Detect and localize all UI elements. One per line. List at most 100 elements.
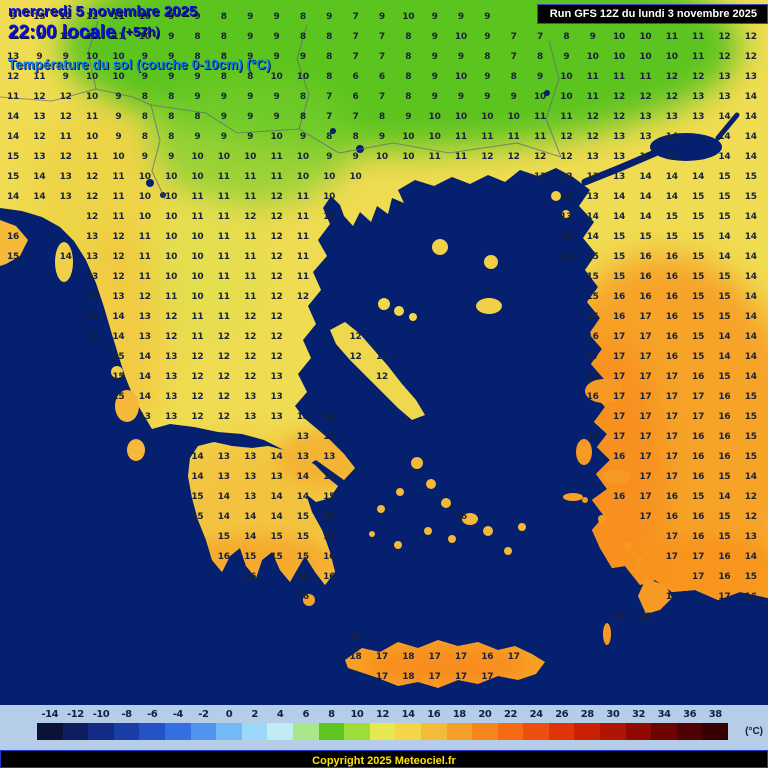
temp-value: 10 <box>296 152 309 162</box>
temp-value: 9 <box>115 132 122 142</box>
legend-color-swatch <box>267 723 293 740</box>
temp-value: 17 <box>665 452 678 462</box>
temp-value: 16 <box>586 332 599 342</box>
temp-value: 16 <box>718 412 731 422</box>
temp-value: 10 <box>191 272 204 282</box>
temp-value: 16 <box>612 292 626 302</box>
temp-value: 15 <box>639 232 652 242</box>
temp-value: 13 <box>165 372 178 382</box>
temp-value: 16 <box>454 512 467 522</box>
temp-value: 11 <box>217 192 230 202</box>
temp-value: 8 <box>484 52 491 62</box>
temp-value: 14 <box>217 512 230 522</box>
temp-value: 13 <box>296 432 309 442</box>
legend-color-swatch <box>190 723 217 740</box>
temp-value: 15 <box>718 272 731 282</box>
legend-color-swatch <box>113 723 140 740</box>
temp-value: 11 <box>692 32 705 42</box>
temp-value: 14 <box>323 472 336 482</box>
temp-value: 8 <box>194 112 201 122</box>
temp-value: 12 <box>270 212 283 222</box>
temp-value: 10 <box>612 52 626 62</box>
temp-value: 16 <box>665 332 678 342</box>
legend-value: -8 <box>121 709 133 720</box>
legend-value: 28 <box>580 709 594 720</box>
temp-value: 16 <box>692 532 705 542</box>
temp-value: 9 <box>378 132 385 142</box>
temp-value: 16 <box>586 392 599 402</box>
legend-value: 38 <box>708 709 722 720</box>
temp-value: 15 <box>323 492 336 502</box>
temp-value: 15 <box>692 492 705 502</box>
temp-value: 12 <box>586 112 599 122</box>
temp-value: 8 <box>326 72 333 82</box>
temp-value: 9 <box>326 12 333 22</box>
legend-value: 0 <box>225 709 233 720</box>
legend-cell: 32 <box>625 708 652 740</box>
temp-value: 12 <box>270 192 283 202</box>
temp-value: 14 <box>191 452 204 462</box>
temp-value: 11 <box>533 112 547 122</box>
temp-value: 9 <box>9 12 17 22</box>
temperature-grid: 9 13 12 12 11 10 9 9 8 9 9 8 9 7 9 10 9 9 9 7 7 13 12 11 10 9 8 8 9 9… <box>6 12 757 682</box>
temp-value: 13 <box>165 352 178 362</box>
temp-value: 9 <box>168 32 175 42</box>
temp-value: 11 <box>296 192 309 202</box>
temp-value: 13 <box>639 152 652 162</box>
temp-value: 13 <box>296 452 309 462</box>
temp-value: 7 <box>36 32 43 42</box>
temp-value: 14 <box>6 192 20 202</box>
temp-value: 17 <box>639 432 652 442</box>
legend-value: 6 <box>302 709 310 720</box>
temp-value: 17 <box>428 672 441 682</box>
temp-value: 12 <box>665 72 678 82</box>
legend-color-swatch <box>574 723 601 740</box>
temp-value: 13 <box>59 32 72 42</box>
legend-cell: 28 <box>574 708 601 740</box>
temp-value: 10 <box>323 172 336 182</box>
map-area[interactable]: 9 13 12 12 11 10 9 9 8 9 9 8 9 7 9 10 9 9 9 7 7 13 12 11 10 9 8 8 9 9… <box>0 0 768 705</box>
temp-value: 12 <box>217 352 230 362</box>
temp-value: 11 <box>59 132 72 142</box>
temp-value: 15 <box>744 572 757 582</box>
temp-value: 11 <box>428 152 441 162</box>
legend-color-swatch <box>472 723 498 740</box>
temp-value: 9 <box>247 52 254 62</box>
temp-value: 9 <box>220 92 227 102</box>
legend-color-swatch <box>625 723 652 740</box>
temp-value: 17 <box>639 452 652 462</box>
temp-value: 13 <box>217 472 230 482</box>
temp-value: 15 <box>217 532 230 542</box>
temp-value: 11 <box>191 192 204 202</box>
temp-value: 11 <box>217 312 230 322</box>
temp-value: 16 <box>639 252 652 262</box>
temp-value: 17 <box>375 672 388 682</box>
temp-value: 16 <box>718 452 731 462</box>
temp-value: 12 <box>59 12 72 22</box>
legend-value: 36 <box>683 709 697 720</box>
temp-value: 12 <box>349 352 362 362</box>
temp-value: 15 <box>744 392 757 402</box>
temp-value: 9 <box>36 52 43 62</box>
temp-value: 15 <box>665 212 678 222</box>
temp-value: 10 <box>296 72 309 82</box>
temp-value: 12 <box>718 32 731 42</box>
temp-value: 15 <box>6 172 20 182</box>
temp-value: 12 <box>612 92 626 102</box>
temp-value: 15 <box>718 172 731 182</box>
temp-value: 10 <box>191 292 204 302</box>
legend-value: 20 <box>478 709 492 720</box>
temp-value: 15 <box>112 352 125 362</box>
temp-value: 12 <box>217 372 230 382</box>
forecast-time: 22:00 locale (+57h) <box>8 22 270 44</box>
temp-value: 17 <box>612 332 626 342</box>
forecast-local-time: 22:00 locale <box>8 22 116 43</box>
temp-value: 8 <box>220 52 227 62</box>
temp-value: 14 <box>6 132 20 142</box>
temp-value: 8 <box>194 52 201 62</box>
temp-value: 9 <box>510 92 517 102</box>
temp-value: 15 <box>612 252 626 262</box>
temp-value: 9 <box>431 52 438 62</box>
temp-value: 11 <box>244 252 257 262</box>
